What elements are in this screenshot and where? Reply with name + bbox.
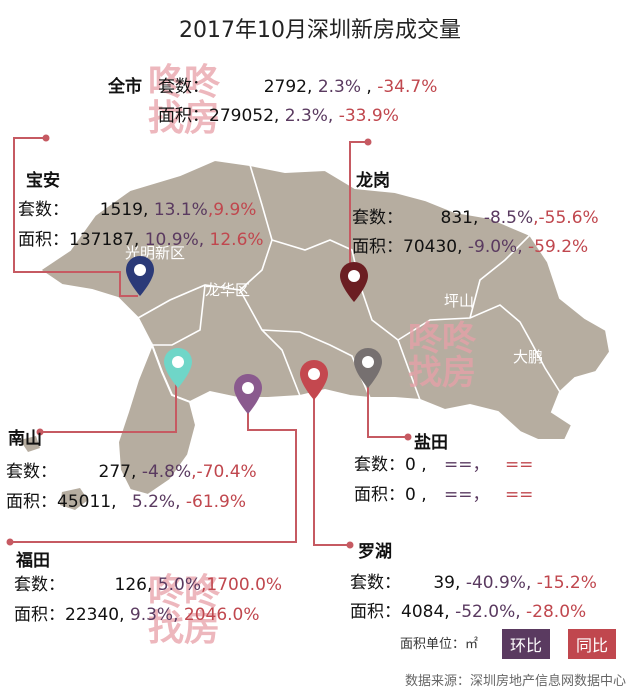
area-mom: 2.3%, xyxy=(284,106,334,126)
citywide-area-row: 面积：279052, 2.3%, -33.9% xyxy=(158,101,399,126)
citywide-name: 全市 xyxy=(108,77,142,97)
area-value: 279052, xyxy=(209,106,280,126)
baoan-area-row: 面积：137187, 10.9%, 12.6% xyxy=(18,230,264,250)
legend-yoy: 同比 xyxy=(568,629,617,659)
sets-label: 套数： xyxy=(158,77,209,97)
futian-area-row: 面积：22340, 9.3%, 2046.0% xyxy=(14,605,260,625)
watermark-logo: 咚咚 找房 xyxy=(148,62,221,139)
location-pin-icon[interactable] xyxy=(300,360,328,400)
island xyxy=(20,436,40,452)
sets-value: 2792, xyxy=(263,77,313,97)
legend-mom: 环比 xyxy=(502,629,551,659)
district-name-yantian: 盐田 xyxy=(414,433,448,453)
island xyxy=(60,488,88,510)
region-label-dapeng: 大鹏 xyxy=(513,348,544,366)
longgang-area-row: 面积：70430, -9.0%, -59.2% xyxy=(352,237,589,257)
location-pin-icon[interactable] xyxy=(234,374,262,414)
nanshan-area-row: 面积：45011, 5.2%, -61.9% xyxy=(6,492,247,512)
data-source: 数据来源：深圳房地产信息网数据中心 xyxy=(404,674,626,689)
luohu-sets-row: 套数： 39, -40.9%, -15.2% xyxy=(350,573,597,593)
baoan-sets-row: 套数： 1519, 13.1%,9.9% xyxy=(18,200,257,220)
watermark-logo: 咚咚 找房 xyxy=(408,319,476,393)
nanshan-sets-row: 套数： 277, -4.8%,-70.4% xyxy=(6,462,257,482)
sets-yoy: -34.7% xyxy=(377,77,438,97)
district-name-luohu: 罗湖 xyxy=(358,542,392,562)
district-name-baoan: 宝安 xyxy=(26,171,60,191)
area-yoy: -33.9% xyxy=(338,106,399,126)
location-pin-icon[interactable] xyxy=(340,262,368,302)
region-label-longhua: 龙华区 xyxy=(205,281,251,299)
page-title: 2017年10月深圳新房成交量 xyxy=(179,18,461,43)
separator: , xyxy=(361,77,372,97)
district-name-futian: 福田 xyxy=(16,551,50,571)
location-pin-icon[interactable] xyxy=(164,348,192,388)
region-label-pingshan: 坪山 xyxy=(444,292,475,310)
sets-mom: 2.3% xyxy=(317,77,362,97)
area-label: 面积： xyxy=(158,106,209,126)
district-name-longgang: 龙岗 xyxy=(356,171,390,191)
citywide-sets-row: 套数： 2792, 2.3% , -34.7% xyxy=(158,72,437,97)
district-name-nanshan: 南山 xyxy=(8,429,42,449)
location-pin-icon[interactable] xyxy=(354,348,382,388)
luohu-area-row: 面积：4084, -52.0%, -28.0% xyxy=(350,602,587,622)
futian-sets-row: 套数： 126, 5.0%,1700.0% xyxy=(14,575,283,595)
yantian-area-row: 面积：0 , ==， == xyxy=(354,485,534,505)
legend-unit: 面积单位：㎡ xyxy=(400,637,479,652)
location-pin-icon[interactable] xyxy=(126,256,154,296)
watermark-logo: 咚咚 找房 xyxy=(148,572,221,649)
longgang-sets-row: 套数： 831, -8.5%,-55.6% xyxy=(352,208,599,228)
yantian-sets-row: 套数：0 , ==， == xyxy=(354,455,534,475)
